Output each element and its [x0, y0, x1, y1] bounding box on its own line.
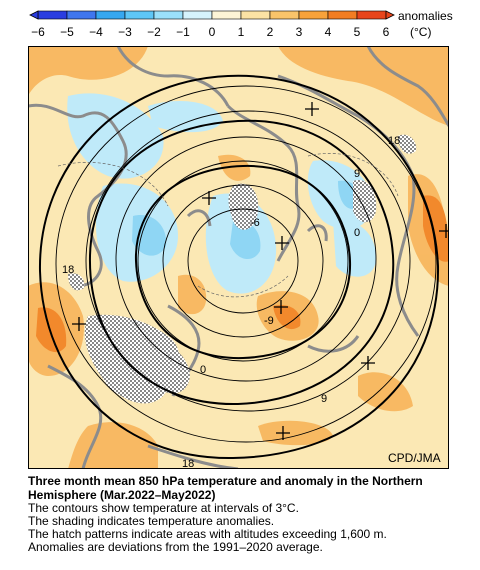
legend-title: anomalies	[398, 9, 453, 23]
caption-title: Three month mean 850 hPa temperature and…	[28, 474, 423, 502]
colorbar-box	[211, 10, 242, 20]
colorbar-boxes	[37, 10, 387, 20]
thin-contours	[55, 85, 437, 443]
anomaly-colorbar: −6 −5 −4 −3 −2 −1 0 1 2 3 4 5 6 anomalies (°C)	[29, 9, 453, 39]
colorbar-tick-label: 6	[383, 25, 390, 39]
map-frame	[28, 46, 449, 469]
high-altitude-areas	[68, 134, 417, 404]
colorbar-tick-label: −3	[118, 25, 132, 39]
map-credit: CPD/JMA	[388, 451, 441, 465]
figure-caption: Three month mean 850 hPa temperature and…	[28, 474, 468, 554]
caption-line: The contours show temperature at interva…	[28, 501, 299, 515]
contour-label: 0	[354, 227, 360, 239]
colorbar-box	[298, 10, 329, 20]
colorbar-box	[153, 10, 184, 20]
colorbar-tick-label: 5	[354, 25, 361, 39]
colorbar-box	[66, 10, 97, 20]
contour-label: 18	[62, 264, 74, 276]
caption-line: Anomalies are deviations from the 1991–2…	[28, 540, 323, 554]
caption-line: The hatch patterns indicate areas with a…	[28, 527, 387, 541]
colorbar-tick-label: −6	[31, 25, 45, 39]
colorbar-tick-label: −5	[60, 25, 74, 39]
coastlines	[28, 46, 449, 469]
strong-warm-anomaly-patches	[36, 195, 449, 353]
colorbar-right-arrow	[385, 10, 395, 20]
colorbar-tick-label: −2	[147, 25, 161, 39]
contour-label: 18	[182, 458, 194, 469]
colorbar-box	[182, 10, 213, 20]
colorbar-tick-label: 0	[209, 25, 216, 39]
contour-label: 9	[354, 168, 360, 180]
colorbar-tick-label: −1	[176, 25, 190, 39]
legend-unit: (°C)	[410, 25, 431, 39]
colorbar-box	[269, 10, 300, 20]
contour-label: -6	[250, 217, 260, 229]
colorbar-tick-label: 4	[325, 25, 332, 39]
anomaly-zero-lines	[57, 153, 399, 298]
colorbar-box	[240, 10, 271, 20]
colorbar-tick-label: 1	[238, 25, 245, 39]
colorbar-tick-label: −4	[89, 25, 103, 39]
colorbar-tick-label: 3	[296, 25, 303, 39]
colorbar-tick-label: 2	[267, 25, 274, 39]
contour-label: 18	[388, 135, 400, 147]
hemisphere-map: 18 9 0 -9 -6 18 0 9 18 CPD/JMA	[28, 46, 449, 469]
caption-line: The shading indicates temperature anomal…	[28, 514, 275, 528]
colorbar-box	[356, 10, 387, 20]
colorbar-box	[124, 10, 155, 20]
contour-label: 0	[200, 364, 206, 376]
thick-contours	[38, 74, 440, 460]
colorbar-box	[327, 10, 358, 20]
contour-label: -9	[264, 315, 274, 327]
anomaly-center-markers	[72, 102, 449, 440]
colorbar-ticks: −6 −5 −4 −3 −2 −1 0 1 2 3 4 5 6	[31, 25, 390, 39]
contour-label: 9	[321, 393, 327, 405]
colorbar-left-arrow	[29, 10, 39, 20]
colorbar-box	[37, 10, 68, 20]
colorbar-box	[95, 10, 126, 20]
